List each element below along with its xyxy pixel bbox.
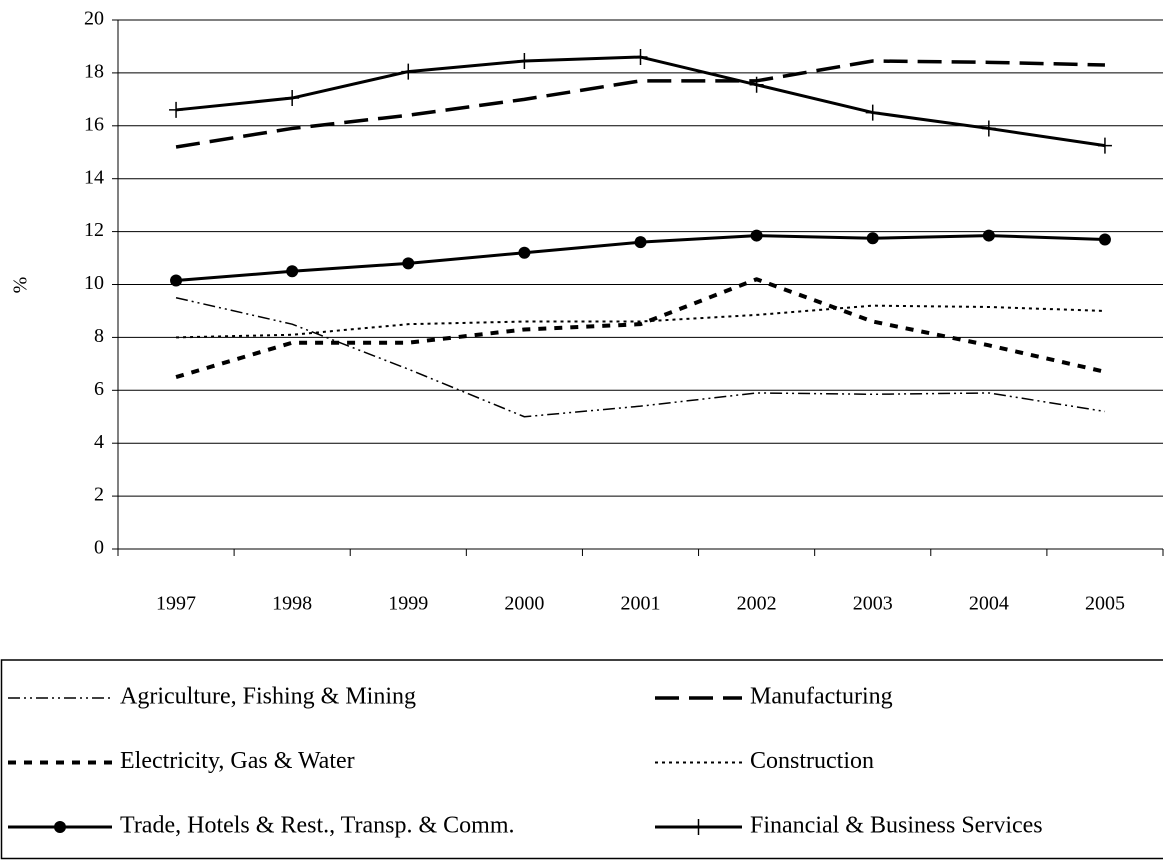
legend-label: Financial & Business Services <box>750 813 1043 839</box>
y-tick-label: 8 <box>94 325 104 347</box>
marker <box>634 236 647 249</box>
marker <box>1098 233 1111 246</box>
y-tick-label: 12 <box>84 219 104 241</box>
legend-label: Manufacturing <box>750 684 893 710</box>
y-tick-label: 20 <box>84 8 104 30</box>
legend-label: Trade, Hotels & Rest., Transp. & Comm. <box>120 813 515 839</box>
marker <box>1097 137 1112 154</box>
marker <box>286 265 299 278</box>
marker <box>750 229 763 242</box>
marker <box>865 104 880 121</box>
y-tick-label: 4 <box>94 431 104 453</box>
marker <box>866 232 879 245</box>
legend-label: Agriculture, Fishing & Mining <box>120 684 416 710</box>
marker <box>285 90 300 107</box>
marker <box>402 257 415 270</box>
y-tick-label: 10 <box>84 272 104 294</box>
series-line <box>175 296 1106 418</box>
marker <box>691 819 706 835</box>
x-tick-label: 2002 <box>737 593 777 615</box>
marker <box>401 63 416 80</box>
x-tick-label: 2004 <box>969 593 1009 615</box>
x-tick-label: 1998 <box>272 593 312 615</box>
x-tick-label: 2001 <box>621 593 661 615</box>
marker <box>169 101 184 118</box>
y-axis-label: % <box>10 277 32 294</box>
x-tick-label: 1999 <box>388 593 428 615</box>
y-tick-label: 0 <box>94 537 104 559</box>
y-tick-label: 18 <box>84 60 104 82</box>
legend-label: Electricity, Gas & Water <box>120 748 355 774</box>
marker <box>982 229 995 242</box>
series-line <box>175 59 1105 149</box>
marker <box>170 274 183 287</box>
legend-label: Construction <box>750 748 874 774</box>
x-tick-label: 2003 <box>853 593 893 615</box>
marker <box>633 49 648 66</box>
series-line <box>176 304 1105 339</box>
x-tick-label: 2005 <box>1085 593 1125 615</box>
marker <box>749 76 764 93</box>
marker <box>54 821 66 833</box>
y-tick-label: 6 <box>94 378 104 400</box>
marker <box>517 52 532 69</box>
y-tick-label: 16 <box>84 113 104 135</box>
legend-box <box>0 659 1163 860</box>
marker <box>518 246 531 259</box>
series-line <box>175 277 1106 379</box>
x-tick-label: 2000 <box>504 593 544 615</box>
y-tick-label: 14 <box>84 166 104 188</box>
y-tick-label: 2 <box>94 484 104 506</box>
marker <box>981 120 996 137</box>
x-tick-label: 1997 <box>156 593 196 615</box>
